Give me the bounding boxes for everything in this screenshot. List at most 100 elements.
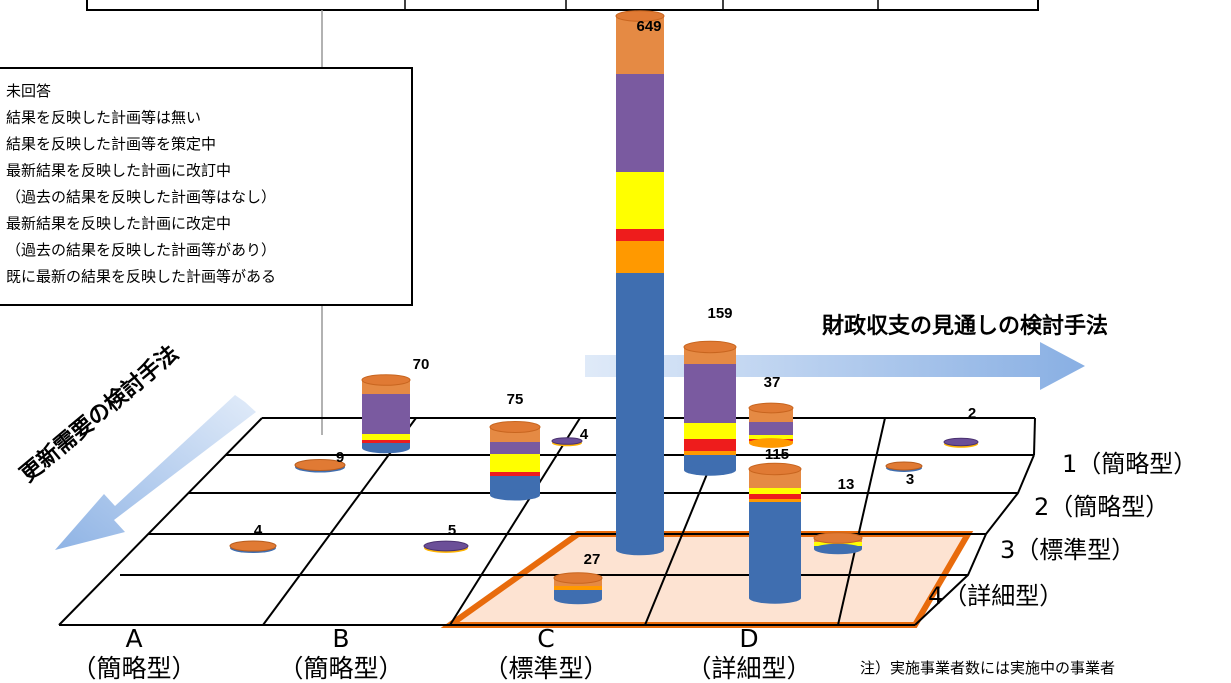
top-table-fragment bbox=[86, 0, 1039, 11]
cylinder-base bbox=[684, 464, 736, 476]
cylinder-top bbox=[361, 374, 411, 386]
cylinder-segment bbox=[749, 499, 801, 502]
row-axis-title: 財政収支の見通しの検討手法 bbox=[822, 313, 1108, 339]
legend-entry: 結果を反映した計画等を策定中 bbox=[6, 135, 216, 153]
col-type: （簡略型） bbox=[71, 654, 196, 683]
value-label: 2 bbox=[968, 405, 976, 422]
disk-A3 bbox=[229, 540, 277, 554]
col-type: （標準型） bbox=[483, 654, 608, 683]
legend-entry: 最新結果を反映した計画に改定中 bbox=[6, 215, 231, 233]
col-letter: C bbox=[537, 624, 554, 653]
disk-top bbox=[885, 461, 923, 471]
value-label: 13 bbox=[838, 476, 855, 493]
disk-top bbox=[551, 437, 583, 445]
value-label: 4 bbox=[580, 426, 589, 443]
value-label: 3 bbox=[906, 471, 914, 488]
cylinder-base bbox=[749, 438, 793, 448]
disk-top bbox=[294, 459, 346, 471]
cylinder-base bbox=[749, 592, 801, 604]
cylinder-segment bbox=[490, 442, 540, 454]
grid-right-edge bbox=[1033, 417, 1036, 456]
grid-right-edge-lower bbox=[914, 454, 1035, 626]
cylinder-segment bbox=[490, 454, 540, 472]
row-labels: 1（簡略型） 2（簡略型） 3（標準型） 4（詳細型） bbox=[928, 450, 1197, 610]
row-label: 4（詳細型） bbox=[928, 582, 1063, 610]
grid-col-line bbox=[449, 417, 581, 626]
cylinder-layer bbox=[229, 10, 979, 605]
cylinder-base bbox=[616, 544, 664, 556]
cylinder-segment bbox=[684, 423, 736, 439]
row-label: 1（簡略型） bbox=[1062, 450, 1197, 478]
cylinder-segment bbox=[616, 74, 664, 172]
cylinder-segment bbox=[749, 435, 793, 439]
cylinder-top bbox=[615, 10, 665, 22]
row-label: 3（標準型） bbox=[1000, 536, 1135, 564]
value-label: 159 bbox=[707, 305, 732, 322]
highlight-region bbox=[440, 531, 974, 628]
cylinder-segment bbox=[616, 172, 664, 229]
cylinder-C1 bbox=[615, 10, 665, 556]
cylinder-segment bbox=[684, 439, 736, 451]
value-label: 70 bbox=[413, 356, 430, 373]
cylinder-top bbox=[489, 421, 541, 433]
cylinder-segment bbox=[749, 502, 801, 598]
cylinder-top bbox=[813, 532, 863, 544]
col-labels: A（簡略型）B（簡略型）C（標準型）D（詳細型） bbox=[71, 624, 811, 683]
disk-B3 bbox=[423, 540, 469, 553]
disk-top bbox=[423, 540, 469, 552]
cylinder-C4 bbox=[553, 572, 603, 605]
cylinder-segment bbox=[362, 440, 410, 443]
disk-top bbox=[229, 540, 277, 552]
value-label: 37 bbox=[764, 374, 781, 391]
value-label: 115 bbox=[765, 446, 789, 463]
footnote: 注）実施事業者数には実施中の事業者 bbox=[860, 659, 1115, 677]
legend: 未回答結果を反映した計画等は無い結果を反映した計画等を策定中最新結果を反映した計… bbox=[0, 67, 413, 306]
cylinder-B2 bbox=[489, 421, 541, 501]
cylinder-segment bbox=[749, 422, 793, 435]
disk-E1 bbox=[943, 437, 979, 448]
cylinder-base bbox=[490, 489, 540, 501]
value-label: 649 bbox=[636, 18, 661, 35]
cylinder-segment bbox=[749, 494, 801, 499]
value-labels: 70 4 649 37 2 9 75 159 3 4 5 115 13 27 bbox=[254, 18, 976, 568]
cylinder-top bbox=[748, 462, 802, 476]
legend-entry: 最新結果を反映した計画に改訂中 bbox=[6, 162, 231, 180]
cylinder-D1 bbox=[748, 402, 794, 448]
cylinder-segment bbox=[616, 16, 664, 74]
col-letter: A bbox=[125, 624, 142, 653]
cylinder-top bbox=[683, 340, 737, 354]
col-axis-title: 更新需要の検討手法 bbox=[15, 340, 183, 487]
value-label: 5 bbox=[448, 522, 456, 539]
cylinder-segment bbox=[616, 273, 664, 550]
cylinder-segment bbox=[362, 394, 410, 434]
cylinder-segment bbox=[684, 364, 736, 423]
cylinder-A1 bbox=[361, 374, 411, 454]
legend-entry: 既に最新の結果を反映した計画等がある bbox=[6, 268, 276, 286]
legend-entry: 未回答 bbox=[6, 82, 51, 100]
cylinder-base bbox=[814, 543, 862, 555]
cylinder-segment bbox=[362, 434, 410, 440]
value-label: 4 bbox=[254, 522, 263, 539]
cylinder-base bbox=[362, 442, 410, 454]
cylinder-top bbox=[553, 572, 603, 584]
disk-D2 bbox=[885, 461, 923, 472]
grid-left-edge bbox=[58, 417, 263, 626]
col-letter: B bbox=[332, 624, 349, 653]
disk-B1 bbox=[551, 437, 583, 447]
col-type: （詳細型） bbox=[686, 654, 811, 683]
cylinder-D3 bbox=[748, 462, 802, 604]
value-label: 75 bbox=[507, 391, 524, 408]
arrow-left bbox=[55, 395, 256, 550]
col-type: （簡略型） bbox=[278, 654, 403, 683]
cylinder-D3b bbox=[813, 532, 863, 555]
cylinder-segment bbox=[749, 488, 801, 494]
arrow-right bbox=[585, 342, 1085, 390]
value-label: 9 bbox=[336, 449, 344, 466]
grid-col-line bbox=[837, 417, 886, 626]
row-label: 2（簡略型） bbox=[1034, 493, 1169, 521]
legend-entry: 結果を反映した計画等は無い bbox=[6, 109, 201, 127]
cylinder-base bbox=[554, 593, 602, 605]
cylinder-segment bbox=[684, 451, 736, 455]
cylinder-top bbox=[748, 402, 794, 414]
